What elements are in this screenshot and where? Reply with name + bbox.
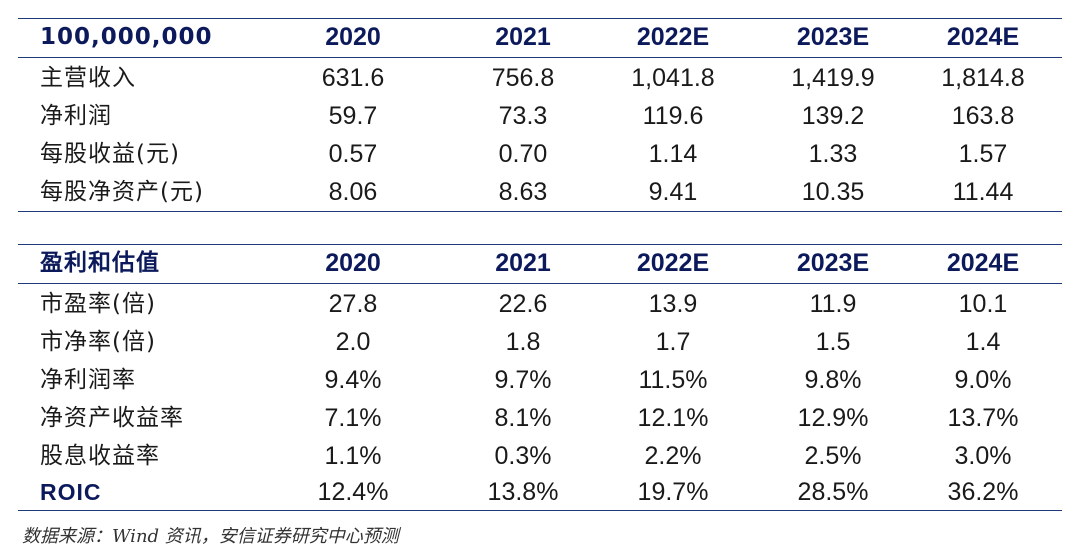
row-label: 市盈率(倍) <box>40 291 156 317</box>
cell-value: 10.35 <box>801 178 865 206</box>
cell-value: 28.5% <box>797 478 869 506</box>
cell-value: 1.57 <box>958 140 1008 168</box>
cell-value: 22.6 <box>498 290 548 318</box>
row-label: ROIC <box>40 479 102 505</box>
cell-value: 19.7% <box>637 478 709 506</box>
table-row: 每股收益(元) 0.57 0.70 1.14 1.33 1.57 <box>18 135 1062 173</box>
cell-value: 9.0% <box>954 366 1012 394</box>
table2-col-2021: 2021 <box>495 249 551 277</box>
table2-col-2020: 2020 <box>325 249 381 277</box>
table2-top-rule <box>18 244 1062 245</box>
cell-value: 12.1% <box>637 404 709 432</box>
cell-value: 73.3 <box>498 102 548 130</box>
table-row: 净资产收益率 7.1% 8.1% 12.1% 12.9% 13.7% <box>18 399 1062 437</box>
cell-value: 36.2% <box>947 478 1019 506</box>
cell-value: 7.1% <box>324 404 382 432</box>
table1-bottom-rule <box>18 211 1062 212</box>
cell-value: 1.33 <box>808 140 858 168</box>
table2-bottom-rule <box>18 510 1062 511</box>
row-label: 每股收益(元) <box>40 141 180 167</box>
cell-value: 1.7 <box>655 328 691 356</box>
table-row: 股息收益率 1.1% 0.3% 2.2% 2.5% 3.0% <box>18 437 1062 475</box>
table-row: 净利润率 9.4% 9.7% 11.5% 9.8% 9.0% <box>18 361 1062 399</box>
cell-value: 13.8% <box>487 478 559 506</box>
row-label: 净资产收益率 <box>40 405 184 431</box>
cell-value: 9.41 <box>648 178 698 206</box>
table2-col-2024e: 2024E <box>946 249 1020 277</box>
cell-value: 163.8 <box>951 102 1015 130</box>
cell-value: 11.44 <box>952 178 1014 206</box>
cell-value: 139.2 <box>801 102 865 130</box>
row-label: 股息收益率 <box>40 443 160 469</box>
cell-value: 3.0% <box>954 442 1012 470</box>
table2-col-2022e: 2022E <box>636 249 710 277</box>
cell-value: 0.3% <box>494 442 552 470</box>
cell-value: 9.8% <box>804 366 862 394</box>
table-row: 每股净资产(元) 8.06 8.63 9.41 10.35 11.44 <box>18 173 1062 211</box>
table-row: 市盈率(倍) 27.8 22.6 13.9 11.9 10.1 <box>18 285 1062 323</box>
table1-top-rule <box>18 18 1062 19</box>
table2-section-label: 盈利和估值 <box>40 250 160 276</box>
cell-value: 11.9 <box>809 290 857 318</box>
cell-value: 1.14 <box>648 140 698 168</box>
cell-value: 631.6 <box>321 64 385 92</box>
cell-value: 59.7 <box>328 102 378 130</box>
cell-value: 0.57 <box>328 140 378 168</box>
table1-header-rule <box>18 57 1062 58</box>
cell-value: 9.4% <box>324 366 382 394</box>
table2-col-2023e: 2023E <box>796 249 870 277</box>
table1-col-2021: 2021 <box>495 23 551 51</box>
cell-value: 1.8 <box>505 328 541 356</box>
cell-value: 2.2% <box>644 442 702 470</box>
table1-unit-label: 100,000,000 <box>40 24 213 50</box>
cell-value: 10.1 <box>958 290 1008 318</box>
cell-value: 8.1% <box>494 404 552 432</box>
cell-value: 13.7% <box>947 404 1019 432</box>
cell-value: 1.4 <box>965 328 1001 356</box>
table2-header-rule <box>18 283 1062 284</box>
cell-value: 13.9 <box>648 290 698 318</box>
table1-header-row: 100,000,000 2020 2021 2022E 2023E 2024E <box>18 18 1062 56</box>
cell-value: 1.5 <box>815 328 851 356</box>
table1-col-2024e: 2024E <box>946 23 1020 51</box>
row-label: 净利润 <box>40 103 112 129</box>
cell-value: 9.7% <box>494 366 552 394</box>
table-row: ROIC 12.4% 13.8% 19.7% 28.5% 36.2% <box>18 473 1062 511</box>
table2-header-row: 盈利和估值 2020 2021 2022E 2023E 2024E <box>18 244 1062 282</box>
row-label: 每股净资产(元) <box>40 179 204 205</box>
table-row: 市净率(倍) 2.0 1.8 1.7 1.5 1.4 <box>18 323 1062 361</box>
cell-value: 1,419.9 <box>791 64 875 92</box>
cell-value: 12.9% <box>797 404 869 432</box>
cell-value: 8.06 <box>328 178 378 206</box>
cell-value: 119.6 <box>642 102 704 130</box>
cell-value: 2.0 <box>335 328 371 356</box>
cell-value: 1,814.8 <box>941 64 1025 92</box>
row-label: 主营收入 <box>40 65 136 91</box>
cell-value: 1,041.8 <box>631 64 715 92</box>
row-label: 净利润率 <box>40 367 136 393</box>
cell-value: 8.63 <box>498 178 548 206</box>
cell-value: 756.8 <box>491 64 555 92</box>
cell-value: 0.70 <box>498 140 548 168</box>
table-row: 净利润 59.7 73.3 119.6 139.2 163.8 <box>18 97 1062 135</box>
row-label: 市净率(倍) <box>40 329 156 355</box>
cell-value: 12.4% <box>317 478 389 506</box>
table1-col-2020: 2020 <box>325 23 381 51</box>
source-note: 数据来源：Wind 资讯，安信证券研究中心预测 <box>22 526 399 547</box>
cell-value: 11.5% <box>638 366 708 394</box>
table-row: 主营收入 631.6 756.8 1,041.8 1,419.9 1,814.8 <box>18 59 1062 97</box>
table1-col-2022e: 2022E <box>636 23 710 51</box>
cell-value: 27.8 <box>328 290 378 318</box>
table1-col-2023e: 2023E <box>796 23 870 51</box>
cell-value: 2.5% <box>804 442 862 470</box>
cell-value: 1.1% <box>324 442 382 470</box>
